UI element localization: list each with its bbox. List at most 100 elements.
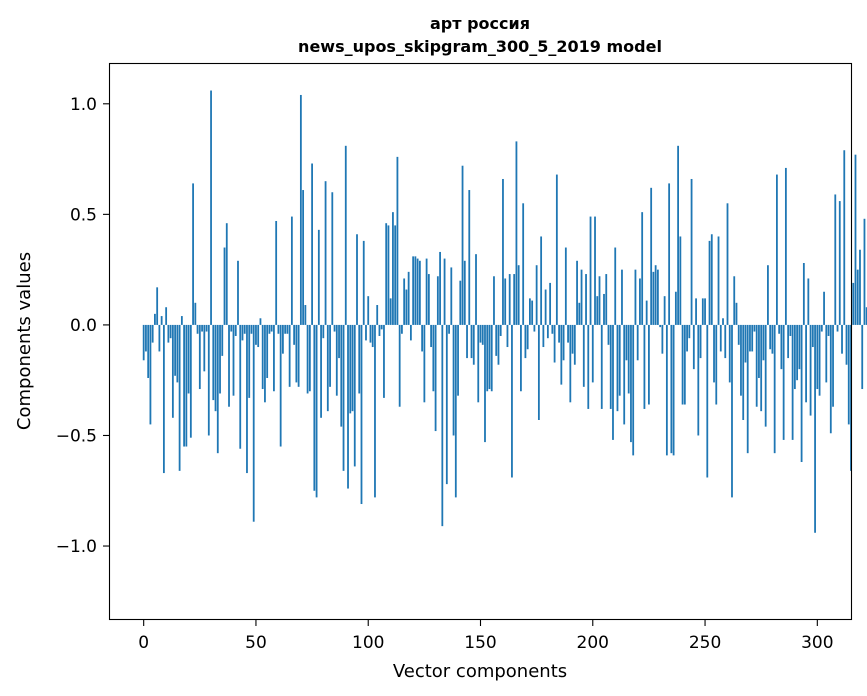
x-tick-label: 50 xyxy=(245,633,267,653)
bar-60 xyxy=(277,324,280,334)
bar-301 xyxy=(818,324,821,396)
bar-43 xyxy=(239,324,242,449)
bar-303 xyxy=(823,291,825,325)
bar-275 xyxy=(760,324,763,412)
bar-141 xyxy=(459,280,462,325)
bar-11 xyxy=(167,324,170,343)
bar-56 xyxy=(268,324,271,334)
bar-99 xyxy=(365,324,367,341)
bar-189 xyxy=(567,324,569,343)
bar-110 xyxy=(389,298,392,325)
bar-255 xyxy=(715,324,718,405)
bar-77 xyxy=(315,324,318,498)
bar-41 xyxy=(234,324,237,336)
bar-170 xyxy=(524,324,527,359)
bar-267 xyxy=(742,324,745,420)
bar-134 xyxy=(443,258,446,325)
bar-179 xyxy=(544,289,547,325)
bar-5 xyxy=(154,313,156,325)
bar-222 xyxy=(641,212,644,325)
bar-116 xyxy=(403,278,406,325)
bar-66 xyxy=(290,216,293,325)
bar-119 xyxy=(409,324,412,341)
bar-44 xyxy=(241,324,244,341)
bar-219 xyxy=(634,269,637,325)
bar-39 xyxy=(230,324,233,332)
bar-237 xyxy=(674,291,677,325)
bar-117 xyxy=(405,289,408,325)
bar-228 xyxy=(654,265,657,325)
bar-263 xyxy=(733,276,736,325)
x-tick-label: 250 xyxy=(689,633,721,653)
bar-206 xyxy=(605,274,608,325)
bar-35 xyxy=(221,324,224,356)
x-tick-label: 0 xyxy=(138,633,149,653)
bar-269 xyxy=(746,324,749,454)
bar-63 xyxy=(284,324,287,334)
bar-200 xyxy=(591,324,594,383)
bar-175 xyxy=(535,265,538,325)
bar-230 xyxy=(659,324,662,328)
bar-152 xyxy=(484,324,486,443)
bar-15 xyxy=(176,324,179,383)
bar-133 xyxy=(441,324,444,527)
bar-254 xyxy=(713,324,715,383)
bar-320 xyxy=(861,324,864,390)
bar-88 xyxy=(340,324,343,427)
bar-59 xyxy=(275,220,278,325)
chart-title: арт россия xyxy=(430,14,530,33)
bar-178 xyxy=(542,324,545,348)
bar-128 xyxy=(430,324,432,348)
bar-262 xyxy=(731,324,733,498)
bar-297 xyxy=(809,324,812,416)
bar-198 xyxy=(587,324,590,409)
bar-40 xyxy=(232,324,235,396)
bar-7 xyxy=(158,324,161,352)
bar-47 xyxy=(248,324,251,398)
bar-213 xyxy=(621,269,623,325)
bar-6 xyxy=(156,287,159,325)
bar-270 xyxy=(749,324,751,352)
bar-45 xyxy=(243,324,246,334)
bar-160 xyxy=(502,178,504,325)
bar-132 xyxy=(439,251,441,325)
bar-52 xyxy=(259,318,262,325)
bar-290 xyxy=(793,324,796,390)
bar-100 xyxy=(367,296,370,325)
bar-78 xyxy=(317,229,320,325)
bar-13 xyxy=(171,324,174,418)
bar-274 xyxy=(758,324,760,378)
bar-95 xyxy=(356,234,358,325)
bar-149 xyxy=(477,324,480,403)
bar-223 xyxy=(643,324,646,409)
bar-37 xyxy=(225,223,228,325)
bar-284 xyxy=(780,324,783,370)
bar-217 xyxy=(630,324,632,443)
bar-264 xyxy=(735,302,738,325)
bar-174 xyxy=(533,324,536,332)
bar-322 xyxy=(865,307,867,325)
bar-236 xyxy=(672,324,675,456)
bar-253 xyxy=(710,234,713,325)
bar-210 xyxy=(614,247,617,325)
bar-153 xyxy=(486,324,489,392)
bar-248 xyxy=(699,324,702,359)
bar-281 xyxy=(773,324,776,454)
bar-89 xyxy=(342,324,345,471)
bar-184 xyxy=(555,174,558,325)
bar-173 xyxy=(531,300,534,325)
bar-259 xyxy=(724,324,727,359)
bar-298 xyxy=(811,324,814,348)
bar-30 xyxy=(210,90,212,325)
bar-65 xyxy=(288,324,291,387)
bar-294 xyxy=(802,263,805,325)
bar-207 xyxy=(607,324,610,345)
bar-48 xyxy=(250,324,253,334)
bar-276 xyxy=(762,324,765,361)
bar-205 xyxy=(603,293,605,325)
bar-181 xyxy=(549,282,552,325)
bar-25 xyxy=(198,324,201,390)
bar-192 xyxy=(573,324,576,365)
bar-296 xyxy=(807,278,810,325)
bar-148 xyxy=(475,254,477,325)
